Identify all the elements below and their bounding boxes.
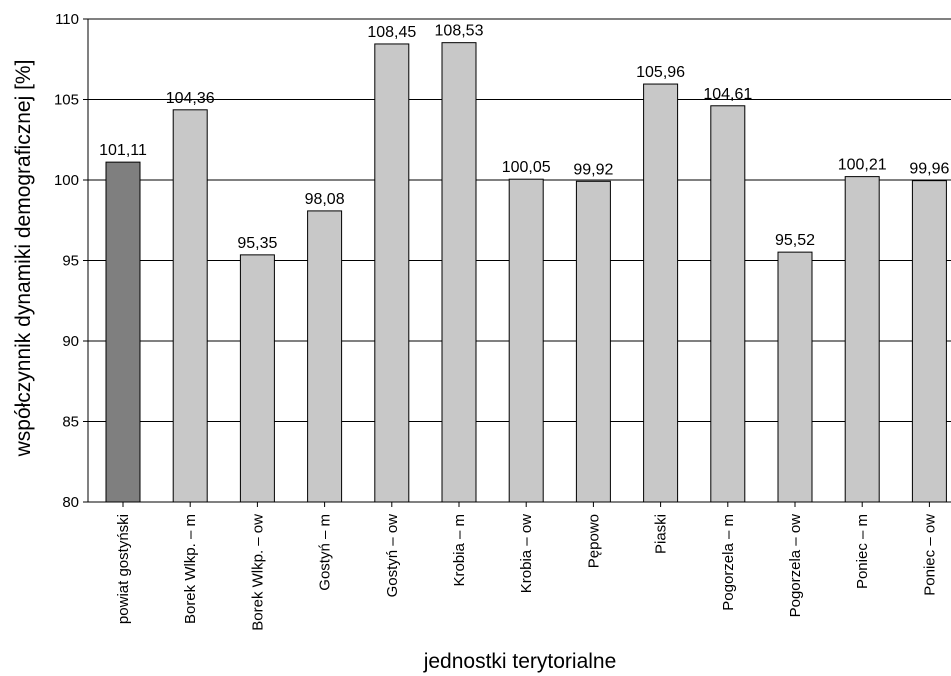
data-label-6: 100,05: [502, 159, 551, 176]
data-label-11: 100,21: [838, 157, 887, 174]
y-tick-label: 110: [55, 11, 79, 28]
bar-8: [643, 83, 679, 503]
category-labels: powiat gostyński Borek Wlkp. – m Borek Wlk…: [115, 502, 938, 631]
y-axis-title: współczynnik dynamiki demograficznej [%]: [12, 60, 35, 458]
category-label-2: Borek Wlkp. – ow: [249, 514, 266, 631]
data-label-7: 99,92: [573, 161, 613, 178]
bar-6: [508, 178, 544, 503]
data-label-10: 95,52: [775, 232, 815, 249]
bar-4: [374, 43, 410, 503]
bar-0: [105, 161, 141, 503]
y-tick-label: 105: [54, 92, 79, 109]
y-tick-label: 85: [62, 414, 79, 431]
category-label-9: Pogorzela – m: [720, 514, 737, 611]
category-label-1: Borek Wlkp. – m: [182, 514, 199, 624]
bar-7: [575, 180, 611, 503]
y-axis-ticks: 80 85 90 95 100 105 110: [54, 11, 88, 511]
bar-3: [307, 210, 343, 503]
data-label-4: 108,45: [367, 24, 416, 41]
y-tick-label: 95: [62, 253, 79, 270]
bar-10: [777, 251, 813, 503]
category-label-7: Pępowo: [585, 514, 602, 568]
category-label-0: powiat gostyński: [115, 514, 132, 624]
bar-12: [911, 180, 947, 503]
category-label-6: Krobia – ow: [518, 514, 535, 593]
y-tick-label: 80: [62, 494, 79, 511]
x-axis-title: jednostki terytorialne: [423, 650, 617, 673]
data-label-5: 108,53: [435, 23, 484, 40]
y-tick-label: 90: [62, 333, 79, 350]
data-label-12: 99,96: [909, 161, 949, 178]
bar-2: [239, 254, 275, 503]
bar-11: [844, 176, 880, 503]
category-label-10: Pogorzela – ow: [787, 514, 804, 618]
bars: [105, 42, 947, 503]
category-label-8: Piaski: [653, 514, 670, 554]
data-label-3: 98,08: [305, 191, 345, 208]
category-label-4: Gostyń – ow: [384, 514, 401, 598]
data-label-2: 95,35: [237, 235, 277, 252]
y-tick-label: 100: [54, 172, 79, 189]
data-label-1: 104,36: [166, 90, 215, 107]
bar-9: [710, 105, 746, 503]
category-label-3: Gostyń – m: [317, 514, 334, 591]
category-label-5: Krobia – m: [451, 514, 468, 587]
category-label-12: Poniec – ow: [921, 514, 938, 596]
data-label-8: 105,96: [636, 64, 685, 81]
data-label-9: 104,61: [703, 86, 752, 103]
category-label-11: Poniec – m: [854, 514, 871, 589]
bar-5: [441, 42, 477, 503]
bar-1: [172, 109, 208, 503]
data-labels: 101,11 104,36 95,35 98,08 108,45 108,53 100,05…: [99, 23, 949, 252]
axes: [87, 19, 951, 503]
data-label-0: 101,11: [99, 142, 147, 159]
